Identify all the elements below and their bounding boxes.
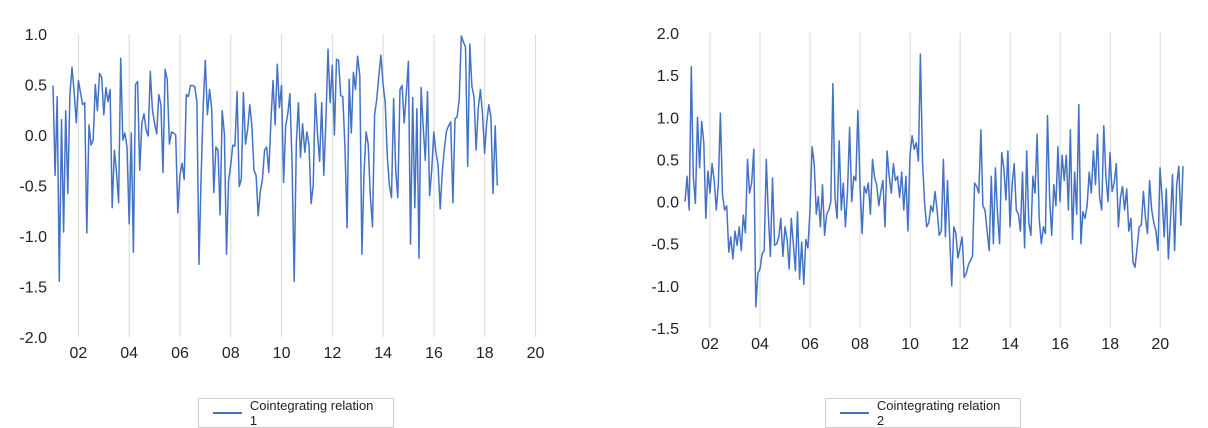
y-tick-label: 0.5 bbox=[657, 152, 679, 169]
x-tick-label: 10 bbox=[901, 336, 919, 353]
y-tick-label: -0.5 bbox=[19, 179, 47, 196]
y-tick-label: -0.5 bbox=[651, 237, 679, 254]
x-tick-label: 12 bbox=[323, 345, 341, 362]
x-tick-label: 14 bbox=[1001, 336, 1019, 353]
y-tick-label: 2.0 bbox=[657, 26, 679, 43]
y-tick-label: -1.5 bbox=[651, 321, 679, 338]
y-tick-label: 0.0 bbox=[657, 195, 679, 212]
y-tick-label: -1.0 bbox=[651, 279, 679, 296]
x-tick-label: 16 bbox=[425, 345, 443, 362]
x-tick-label: 04 bbox=[751, 336, 769, 353]
x-tick-label: 08 bbox=[851, 336, 869, 353]
y-tick-label: 0.5 bbox=[25, 78, 47, 95]
x-tick-label: 16 bbox=[1051, 336, 1069, 353]
x-tick-label: 06 bbox=[801, 336, 819, 353]
x-tick-label: 12 bbox=[951, 336, 969, 353]
legend-line-swatch bbox=[840, 412, 869, 414]
legend-2: Cointegrating relation 2 bbox=[825, 398, 1021, 428]
y-tick-label: 1.0 bbox=[25, 27, 47, 44]
y-tick-label: 1.0 bbox=[657, 110, 679, 127]
y-tick-label: -2.0 bbox=[19, 330, 47, 347]
chart-panel-2: 2.0 1.5 1.0 0.5 0.0 -0.5 -1.0 -1.5 02 04 06 08 10 12 1… bbox=[604, 0, 1208, 428]
x-tick-label: 18 bbox=[476, 345, 494, 362]
y-tick-label: 0.0 bbox=[25, 128, 47, 145]
x-tick-label: 14 bbox=[374, 345, 392, 362]
y-tick-label: -1.5 bbox=[19, 280, 47, 297]
x-tick-label: 20 bbox=[1151, 336, 1169, 353]
legend-label-2: Cointegrating relation 2 bbox=[876, 398, 1001, 428]
y-tick-label: 1.5 bbox=[657, 68, 679, 85]
legend-label-1: Cointegrating relation 1 bbox=[249, 398, 374, 428]
x-tick-label: 10 bbox=[273, 345, 291, 362]
series-line-1 bbox=[52, 35, 499, 283]
x-tick-label: 08 bbox=[222, 345, 240, 362]
y-tick-label: -1.0 bbox=[19, 229, 47, 246]
series-line-2 bbox=[684, 53, 1184, 308]
x-tick-label: 20 bbox=[527, 345, 545, 362]
legend-line-swatch bbox=[213, 412, 242, 414]
chart-panel-1: 1.0 0.5 0.0 -0.5 -1.0 -1.5 -2.0 02 04 06 08 10 12 14 1… bbox=[19, 27, 545, 428]
line-chart-2: 2.0 1.5 1.0 0.5 0.0 -0.5 -1.0 -1.5 02 04 06 08 10 12 1… bbox=[651, 26, 1184, 353]
x-tick-label: 02 bbox=[701, 336, 719, 353]
x-tick-label: 02 bbox=[69, 345, 87, 362]
x-tick-label: 18 bbox=[1101, 336, 1119, 353]
x-tick-label: 04 bbox=[120, 345, 138, 362]
line-chart-1: 1.0 0.5 0.0 -0.5 -1.0 -1.5 -2.0 02 04 06 08 10 12 14 1… bbox=[19, 27, 545, 362]
x-tick-label: 06 bbox=[171, 345, 189, 362]
legend-1: Cointegrating relation 1 bbox=[198, 398, 394, 428]
